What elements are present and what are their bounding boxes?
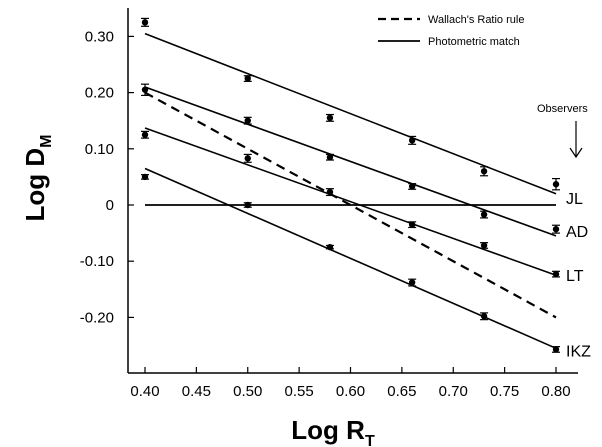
- series-label-lt: LT: [566, 268, 584, 285]
- x-tick-label: 0.75: [490, 383, 519, 400]
- data-point-jl: [326, 114, 334, 122]
- wallach-ratio-line: [144, 91, 557, 319]
- observers-annotation: Observers: [537, 103, 588, 115]
- y-tick-label: 0.10: [85, 141, 114, 158]
- legend-label-wallach: Wallach's Ratio rule: [428, 14, 524, 26]
- y-axis-title: Log DM: [20, 135, 55, 222]
- data-point-ad: [244, 117, 251, 124]
- y-tick-label: 0: [106, 197, 114, 214]
- y-tick-label: -0.20: [80, 309, 114, 326]
- arrow-head-icon: [569, 147, 583, 159]
- data-point-ad: [480, 211, 488, 218]
- series-label-ikz: IKZ: [566, 343, 591, 360]
- data-point-lt: [244, 155, 251, 162]
- data-point-lt: [141, 131, 149, 138]
- fit-line-ad: [144, 86, 557, 237]
- y-tick-label: 0.20: [85, 85, 114, 102]
- series-labels: JL AD LT IKZ: [566, 191, 591, 360]
- data-point-ad: [326, 154, 334, 161]
- data-point-jl: [552, 181, 560, 188]
- x-tick-label: 0.60: [336, 383, 365, 400]
- legend: Wallach's Ratio rule Photometric match Obs…: [378, 14, 588, 159]
- data-points: [141, 17, 560, 353]
- x-tick-label: 0.65: [387, 383, 416, 400]
- data-point-jl: [408, 137, 416, 144]
- data-point-jl: [480, 168, 488, 175]
- x-tick-label: 0.40: [130, 383, 159, 400]
- data-point-ikz: [326, 243, 334, 251]
- data-point-ikz: [552, 346, 560, 353]
- fit-line-lt: [144, 127, 557, 277]
- series-label-jl: JL: [566, 191, 583, 208]
- x-tick-label: 0.50: [233, 383, 262, 400]
- data-point-lt: [552, 270, 560, 278]
- fit-line-ikz: [144, 167, 557, 350]
- x-axis-title: Log RT: [291, 415, 375, 447]
- data-point-lt: [480, 242, 488, 249]
- data-point-ikz: [480, 313, 488, 320]
- fit-line-jl: [144, 32, 557, 195]
- data-point-ad: [141, 86, 149, 93]
- axes: 0.30 0.20 0.10 0 -0.10 -0.20 0.40 0.45 0.50 0.55 0…: [20, 8, 578, 447]
- data-point-ad: [552, 225, 560, 233]
- x-axis-title-subscript: T: [365, 433, 375, 447]
- series-label-ad: AD: [566, 224, 588, 241]
- data-point-ikz: [244, 201, 251, 209]
- data-point-jl: [141, 19, 149, 26]
- legend-label-photometric: Photometric match: [428, 36, 520, 48]
- fit-lines: [144, 32, 557, 350]
- data-point-ad: [408, 183, 416, 190]
- data-point-ikz: [141, 173, 149, 181]
- y-axis-title-subscript: M: [38, 135, 55, 148]
- y-tick-label: 0.30: [85, 28, 114, 45]
- x-tick-label: 0.45: [182, 383, 211, 400]
- data-point-jl: [244, 75, 251, 82]
- x-tick-label: 0.70: [439, 383, 468, 400]
- data-point-lt: [408, 221, 416, 228]
- x-tick-label: 0.80: [541, 383, 570, 400]
- data-point-ikz: [408, 279, 416, 286]
- data-point-lt: [326, 188, 334, 196]
- y-tick-label: -0.10: [80, 253, 114, 270]
- x-tick-label: 0.55: [285, 383, 314, 400]
